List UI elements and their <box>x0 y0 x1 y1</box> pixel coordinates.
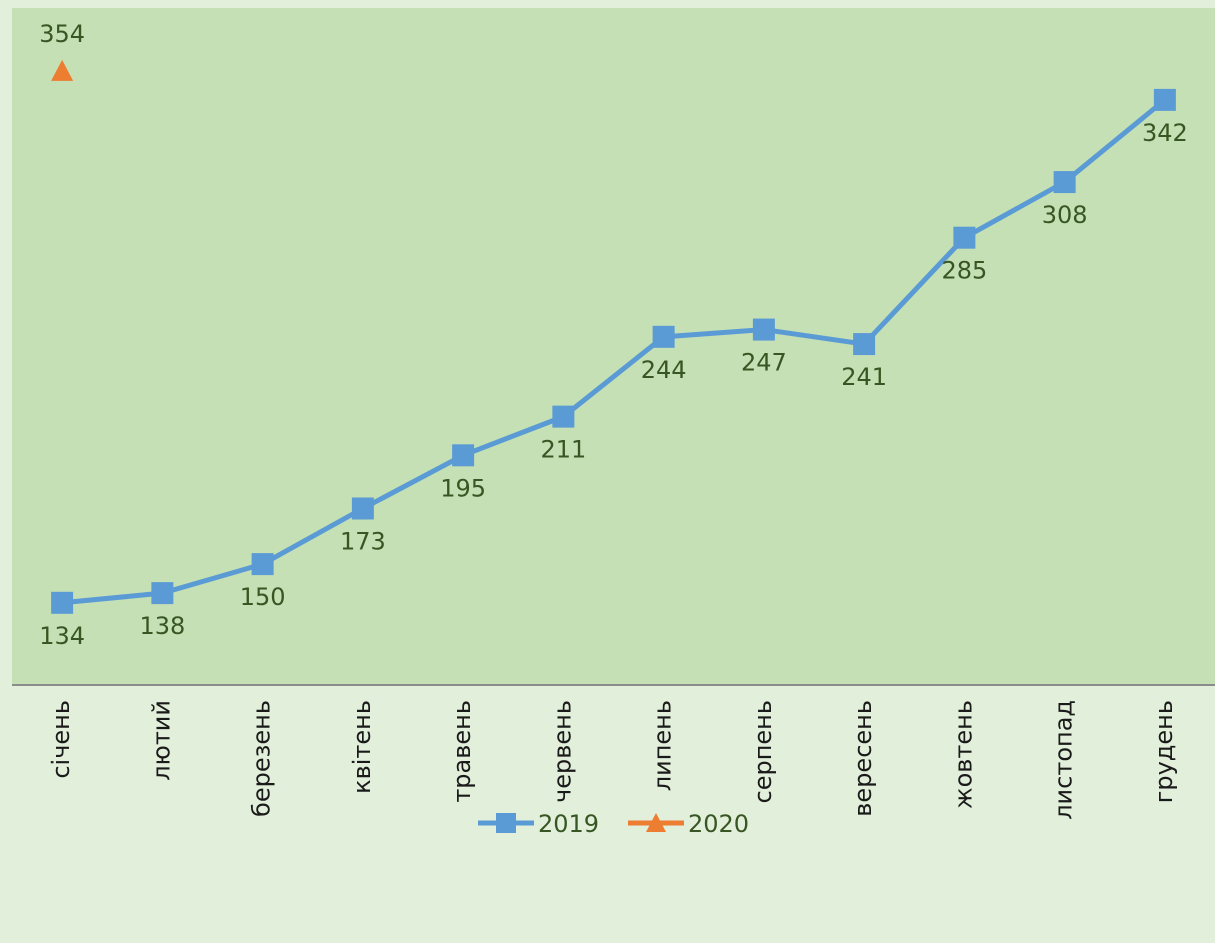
x-tick-label: червень <box>548 700 576 803</box>
x-tick-label: грудень <box>1150 700 1178 803</box>
x-tick-label: травень <box>448 700 476 803</box>
series-line <box>61 97 1167 606</box>
legend-label: 2020 <box>688 810 749 838</box>
marker <box>1153 88 1176 111</box>
legend-label: 2019 <box>538 810 599 838</box>
legend: 2019 2020 <box>478 810 749 838</box>
data-label: 138 <box>139 612 185 640</box>
marker <box>251 553 274 576</box>
marker <box>853 333 876 356</box>
data-label: 247 <box>741 349 787 377</box>
data-label: 195 <box>440 474 486 502</box>
marker <box>752 318 775 341</box>
x-tick-label: лютий <box>147 700 175 781</box>
x-tick-label: липень <box>649 700 677 791</box>
marker <box>351 497 374 520</box>
x-tick-label: жовтень <box>949 700 977 809</box>
data-label: 241 <box>841 363 887 391</box>
x-tick-label: січень <box>47 700 75 779</box>
marker <box>953 226 976 249</box>
marker <box>51 591 74 614</box>
x-tick-label: серпень <box>749 700 777 804</box>
plot-area <box>12 8 1215 685</box>
data-label: 285 <box>941 257 987 285</box>
x-tick-label: квітень <box>348 700 376 794</box>
data-label: 244 <box>641 356 687 384</box>
data-label: 308 <box>1042 201 1088 229</box>
x-tick-label: березень <box>248 700 276 817</box>
legend-marker <box>496 813 516 833</box>
marker <box>552 405 575 428</box>
x-tick-label: листопад <box>1050 700 1078 820</box>
x-tick-label: вересень <box>849 700 877 817</box>
data-label: 342 <box>1142 119 1188 147</box>
data-label: 134 <box>39 622 85 650</box>
data-label: 354 <box>39 20 85 48</box>
marker <box>51 59 74 81</box>
marker <box>452 444 475 467</box>
marker <box>652 325 675 348</box>
legend-marker <box>646 813 666 832</box>
marker <box>1053 171 1076 194</box>
marker <box>151 582 174 605</box>
data-label: 173 <box>340 527 386 555</box>
data-label: 211 <box>540 436 586 464</box>
data-label: 150 <box>240 583 286 611</box>
